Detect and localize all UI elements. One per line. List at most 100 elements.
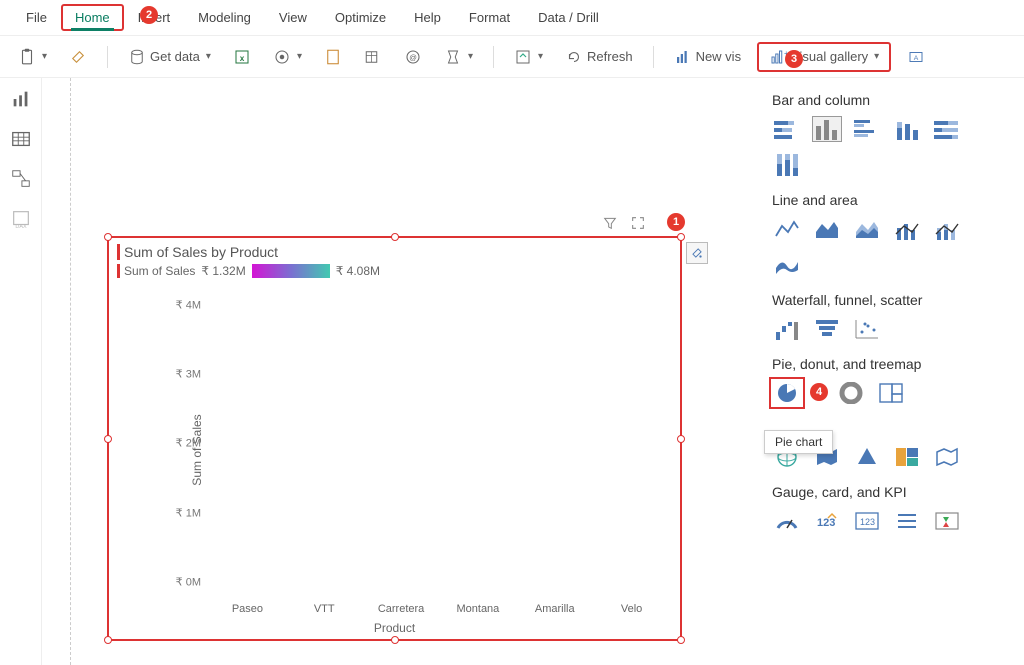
sql-source-button[interactable] — [318, 44, 348, 70]
gallery-section-gauge: Gauge, card, and KPI — [772, 484, 1012, 500]
viz-stacked-area[interactable] — [852, 216, 882, 242]
chart-header: Sum of Sales by Product Sum of Sales ₹ 1… — [109, 238, 680, 280]
menu-view[interactable]: View — [265, 4, 321, 31]
chart-plot-area: Sum of Sales ₹ 0M₹ 1M₹ 2M₹ 3M₹ 4M — [165, 304, 670, 595]
viz-clustered-bar[interactable] — [852, 116, 882, 142]
viz-100pct-column[interactable] — [772, 152, 802, 178]
gallery-section-line: Line and area — [772, 192, 1012, 208]
gallery-section-bar-col: Bar and column — [772, 92, 1012, 108]
svg-text:DAX: DAX — [15, 224, 27, 230]
nav-report-view[interactable] — [10, 88, 32, 110]
nav-dax-view[interactable]: DAX — [10, 208, 32, 230]
visual-gallery-button[interactable]: + Visual gallery ▾ — [757, 42, 891, 72]
refresh-button[interactable]: Refresh — [559, 44, 639, 70]
pie-tooltip: Pie chart — [764, 430, 833, 454]
hub-icon — [273, 48, 291, 66]
viz-shape-map[interactable] — [892, 444, 922, 470]
viz-pie[interactable] — [772, 380, 802, 406]
menu-optimize[interactable]: Optimize — [321, 4, 400, 31]
viz-donut[interactable] — [836, 380, 866, 406]
viz-ribbon[interactable] — [772, 252, 802, 278]
gradient-legend — [252, 264, 330, 278]
enter-data-button[interactable] — [358, 44, 388, 70]
viz-kpi-trend[interactable] — [932, 508, 962, 534]
menu-file[interactable]: File — [12, 4, 61, 31]
menu-data-drill[interactable]: Data / Drill — [524, 4, 613, 31]
refresh-icon — [565, 48, 583, 66]
format-painter-button[interactable] — [63, 44, 93, 70]
paste-button[interactable]: ▾ — [12, 44, 53, 70]
chevron-down-icon: ▾ — [297, 51, 302, 62]
menu-modeling[interactable]: Modeling — [184, 4, 265, 31]
nav-model-view[interactable] — [10, 168, 32, 190]
viz-arcgis-map[interactable] — [932, 444, 962, 470]
nav-table-view[interactable] — [10, 128, 32, 150]
viz-scatter[interactable] — [852, 316, 882, 342]
viz-treemap[interactable] — [876, 380, 906, 406]
menu-help[interactable]: Help — [400, 4, 455, 31]
viz-stacked-bar[interactable] — [772, 116, 802, 142]
menu-home[interactable]: Home — [61, 4, 124, 31]
new-visual-button[interactable]: New vis — [668, 44, 748, 70]
viz-area[interactable] — [812, 216, 842, 242]
report-canvas[interactable]: 1 Sum of Sales by Product Sum of Sales ₹… — [42, 78, 754, 665]
x-axis-labels: PaseoVTTCarreteraMontanaAmarillaVelo — [209, 603, 670, 615]
transform-data-button[interactable]: ▾ — [508, 44, 549, 70]
database-icon — [128, 48, 146, 66]
dataverse-button[interactable]: @ — [398, 44, 428, 70]
chart-icon — [674, 48, 692, 66]
brush-icon — [69, 48, 87, 66]
clipboard-icon — [18, 48, 36, 66]
viz-line-column[interactable] — [892, 216, 922, 242]
callout-badge-3: 3 — [785, 50, 803, 68]
viz-gauge[interactable] — [772, 508, 802, 534]
table-plus-icon — [364, 48, 382, 66]
chart-visual[interactable]: Sum of Sales by Product Sum of Sales ₹ 1… — [107, 236, 682, 641]
filter-icon[interactable] — [602, 215, 618, 234]
chevron-down-icon: ▾ — [538, 51, 543, 62]
viz-waterfall[interactable] — [772, 316, 802, 342]
callout-badge-4: 4 — [810, 383, 828, 401]
viz-100pct-bar[interactable] — [932, 116, 962, 142]
focus-mode-icon[interactable] — [630, 215, 646, 234]
viz-kpi[interactable] — [892, 508, 922, 534]
viz-funnel[interactable] — [812, 316, 842, 342]
viz-clustered-column[interactable] — [812, 116, 842, 142]
y-axis: ₹ 0M₹ 1M₹ 2M₹ 3M₹ 4M — [165, 304, 205, 595]
svg-text:@: @ — [409, 53, 417, 62]
sql-icon — [324, 48, 342, 66]
viz-card[interactable]: 123 — [812, 508, 842, 534]
x-axis-title: Product — [109, 621, 680, 635]
recent-icon — [444, 48, 462, 66]
ribbon-toolbar: ▾ Get data ▾ x ▾ @ ▾ ▾ Refresh New vis — [0, 36, 1024, 78]
visual-gallery-panel: Bar and column Line and area — [754, 78, 1024, 665]
viz-azure-map[interactable] — [852, 444, 882, 470]
svg-text:123: 123 — [860, 517, 875, 527]
svg-text:123: 123 — [817, 517, 835, 529]
format-visual-button[interactable] — [686, 242, 708, 264]
data-hub-button[interactable]: ▾ — [267, 44, 308, 70]
viz-line-stacked-column[interactable] — [932, 216, 962, 242]
excel-icon: x — [233, 48, 251, 66]
dataverse-icon: @ — [404, 48, 422, 66]
left-nav: DAX — [0, 78, 42, 665]
excel-source-button[interactable]: x — [227, 44, 257, 70]
recent-sources-button[interactable]: ▾ — [438, 44, 479, 70]
transform-icon — [514, 48, 532, 66]
chevron-down-icon: ▾ — [468, 51, 473, 62]
menu-format[interactable]: Format — [455, 4, 524, 31]
chart-bars — [211, 304, 670, 595]
chevron-down-icon: ▾ — [206, 51, 211, 62]
callout-badge-2: 2 — [140, 6, 158, 24]
viz-line[interactable] — [772, 216, 802, 242]
chevron-down-icon: ▾ — [874, 51, 879, 62]
viz-multirow-card[interactable]: 123 — [852, 508, 882, 534]
get-data-button[interactable]: Get data ▾ — [122, 44, 217, 70]
chart-legend: Sum of Sales ₹ 1.32M ₹ 4.08M — [117, 264, 672, 278]
chevron-down-icon: ▾ — [42, 51, 47, 62]
gallery-section-pie: Pie, donut, and treemap — [772, 356, 1012, 372]
callout-badge-1: 1 — [667, 213, 685, 231]
svg-text:A: A — [914, 55, 919, 62]
text-box-button[interactable]: A — [901, 44, 931, 70]
viz-stacked-column[interactable] — [892, 116, 922, 142]
